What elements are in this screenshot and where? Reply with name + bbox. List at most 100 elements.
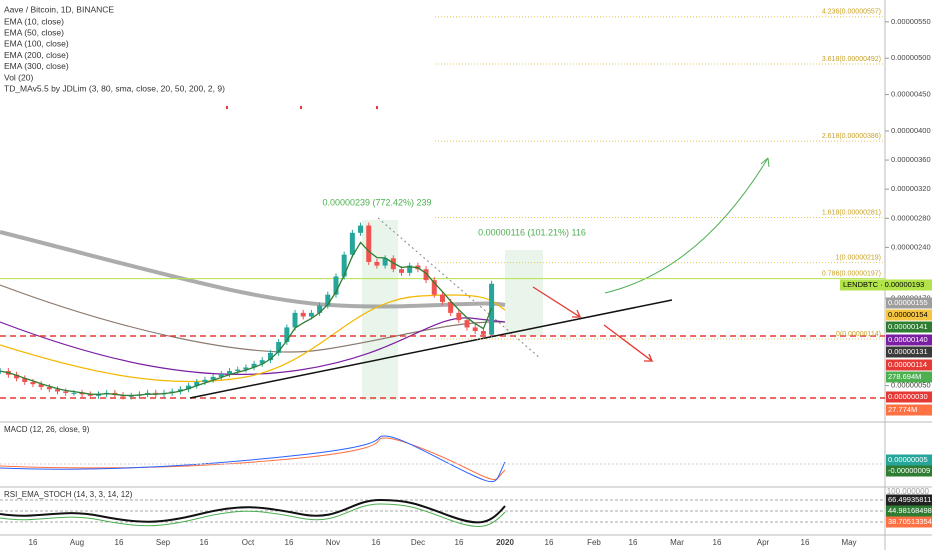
x-tick-label: 2020 bbox=[496, 538, 514, 547]
candle bbox=[448, 301, 454, 313]
y-tick-label: 0.00000280 bbox=[891, 213, 931, 222]
td-mark bbox=[300, 106, 302, 109]
macd-label-box bbox=[886, 454, 932, 466]
macd-line bbox=[0, 435, 506, 483]
candle bbox=[227, 371, 233, 374]
rsi-label: 38.70513354 bbox=[888, 517, 932, 526]
candle bbox=[71, 392, 77, 394]
price-label: 27.774M bbox=[888, 405, 917, 414]
price-label-box bbox=[886, 346, 932, 358]
rsi-label: 66.49935811 bbox=[888, 495, 931, 504]
price-label-box bbox=[886, 321, 932, 333]
macd-title: MACD (12, 26, close, 9) bbox=[4, 425, 90, 434]
x-tick-label: May bbox=[841, 538, 856, 547]
x-tick-label: Aug bbox=[70, 538, 84, 547]
candle bbox=[300, 312, 306, 317]
x-tick-label: 16 bbox=[801, 538, 810, 547]
y-tick-label: 0.00000240 bbox=[891, 242, 931, 251]
candle bbox=[292, 312, 298, 328]
price-label: 0.00000114 bbox=[888, 360, 927, 369]
indicator-label: EMA (300, close) bbox=[4, 61, 69, 71]
price-label-box bbox=[886, 359, 932, 371]
candle bbox=[218, 373, 224, 377]
candle bbox=[423, 269, 429, 281]
rsi-stoch-line bbox=[0, 503, 506, 527]
candle bbox=[390, 258, 396, 270]
x-tick-label: 16 bbox=[115, 538, 124, 547]
projection-arrow bbox=[604, 157, 769, 294]
price-label-box bbox=[886, 391, 932, 403]
indicator-label: EMA (100, close) bbox=[4, 39, 69, 49]
price-label: 0.00000141 bbox=[888, 322, 928, 331]
candle bbox=[243, 367, 249, 370]
price-label-box bbox=[840, 279, 932, 291]
measure-box bbox=[505, 250, 543, 336]
price-label: LENDBTC · 0.00000193 bbox=[843, 280, 924, 289]
x-tick-label: Feb bbox=[587, 538, 601, 547]
candle bbox=[267, 352, 273, 361]
candle bbox=[276, 341, 282, 353]
candle bbox=[177, 389, 183, 392]
x-tick-label: Sep bbox=[156, 538, 171, 547]
rsi-title: RSI_EMA_STOCH (14, 3, 3, 14, 12) bbox=[4, 490, 133, 499]
y-tick-label: 0.00000320 bbox=[891, 184, 931, 193]
price-label-box bbox=[886, 297, 932, 309]
candle bbox=[95, 394, 101, 396]
candle bbox=[472, 327, 478, 332]
candle bbox=[235, 369, 241, 372]
x-tick-label: Mar bbox=[670, 538, 684, 547]
candle bbox=[22, 378, 28, 382]
candle bbox=[79, 392, 85, 395]
price-label-box bbox=[886, 404, 932, 416]
y-tick-label: 0.00000500 bbox=[891, 53, 931, 62]
price-label: 0.00000140 bbox=[888, 335, 928, 344]
candle bbox=[464, 320, 470, 328]
indicator-label: TD_MAv5.5 by JDLim (3, 80, sma, close, 2… bbox=[4, 83, 225, 93]
annotation: 0.00000116 (101.21%) 116 bbox=[478, 227, 586, 237]
rsi-label-box bbox=[886, 505, 932, 517]
x-tick-label: Nov bbox=[326, 538, 340, 547]
x-tick-label: 16 bbox=[200, 538, 209, 547]
fib-label: 0(0.00000114) bbox=[836, 331, 881, 338]
ema-100-line bbox=[0, 317, 506, 375]
fib-label: 4.236(0.00000557) bbox=[822, 9, 881, 16]
candle bbox=[38, 384, 44, 388]
down-arrow bbox=[603, 324, 654, 362]
td-mark bbox=[226, 106, 228, 109]
x-tick-label: 16 bbox=[545, 538, 554, 547]
fib-label: 1.618(0.00000281) bbox=[822, 209, 881, 216]
trend-line bbox=[189, 299, 673, 399]
candle bbox=[128, 395, 134, 397]
candle bbox=[202, 379, 208, 382]
macd-label: -0.00000009 bbox=[888, 466, 930, 475]
td-mark bbox=[376, 106, 378, 109]
candle bbox=[341, 254, 347, 277]
price-label-box bbox=[886, 371, 932, 383]
fib-label: 0.786(0.00000197) bbox=[822, 271, 881, 278]
down-arrow bbox=[532, 286, 583, 318]
indicator-label: Vol (20) bbox=[4, 72, 33, 82]
candle bbox=[194, 381, 200, 386]
indicator-label: EMA (50, close) bbox=[4, 27, 64, 37]
price-label: 0.00000131 bbox=[888, 347, 928, 356]
candle bbox=[46, 387, 52, 390]
x-tick-label: 16 bbox=[713, 538, 722, 547]
candle bbox=[14, 374, 20, 379]
candle bbox=[63, 391, 69, 393]
candle bbox=[210, 376, 216, 380]
candle bbox=[30, 381, 36, 385]
price-label-box bbox=[886, 334, 932, 346]
candle bbox=[284, 327, 290, 342]
price-label: 0.00000154 bbox=[888, 310, 928, 319]
candle bbox=[325, 294, 331, 306]
candle bbox=[317, 305, 323, 313]
candle bbox=[374, 261, 380, 266]
macd-label: 0.00000005 bbox=[888, 455, 928, 464]
price-label: 0.00000155 bbox=[888, 298, 928, 307]
x-tick-label: Apr bbox=[757, 538, 770, 547]
candle bbox=[456, 312, 462, 321]
rsi-top-label: 100.000000 bbox=[887, 487, 930, 496]
rsi-label-box bbox=[886, 516, 932, 528]
candle bbox=[308, 312, 314, 317]
